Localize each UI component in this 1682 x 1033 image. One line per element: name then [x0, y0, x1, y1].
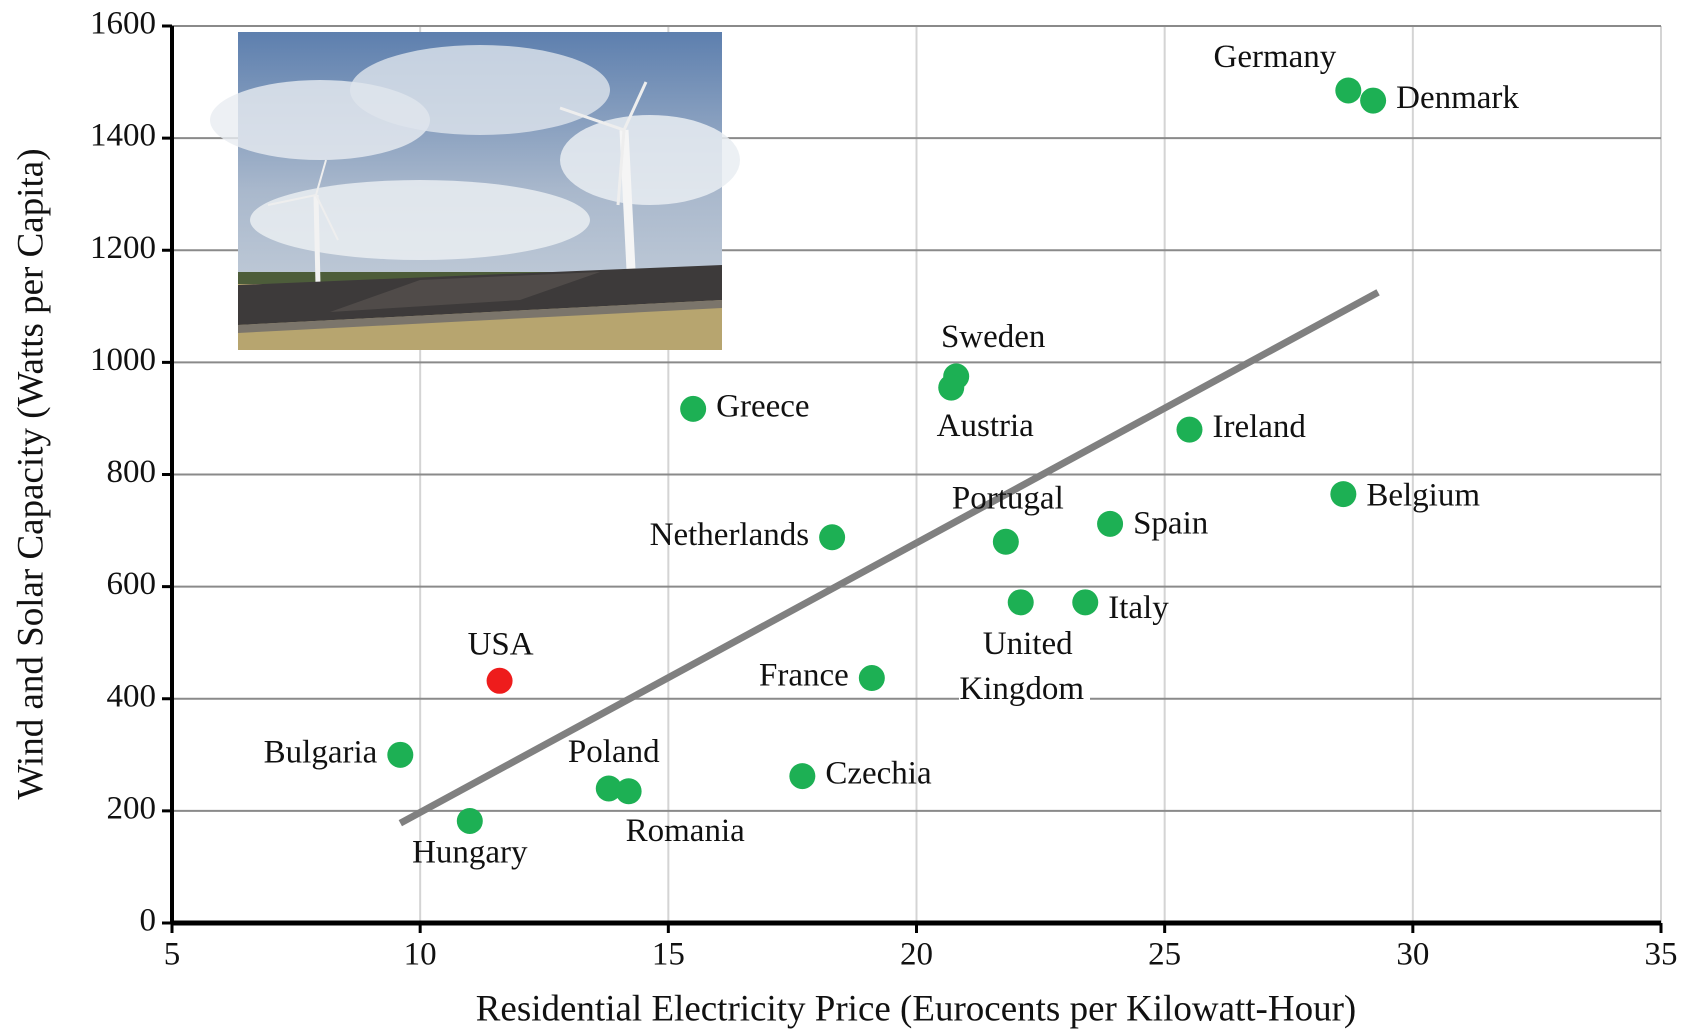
trend-line [398, 289, 1380, 827]
x-tick-label: 25 [1148, 937, 1181, 973]
point-label-box: United Kingdom [936, 622, 1114, 712]
point [819, 524, 846, 551]
y-axis-label: Wind and Solar Capacity (Watts per Capit… [10, 148, 51, 799]
point-label: Italy [1108, 590, 1169, 626]
point [595, 775, 622, 802]
y-tick-label: 1000 [90, 342, 156, 378]
x-tick-label: 30 [1396, 937, 1429, 973]
point [486, 667, 513, 694]
point-label: Portugal [952, 480, 1064, 516]
point [1072, 589, 1099, 616]
plot-layer: 5 10 15 20 25 30 35 0 200 400 600 800 1000 1200 1400 16… [90, 6, 1678, 973]
point-label: Austria [937, 408, 1035, 444]
inset-photo [210, 32, 740, 350]
point [858, 665, 885, 692]
point-label: Sweden [941, 319, 1045, 355]
point-label: Spain [1133, 505, 1208, 541]
point-label: Poland [568, 734, 660, 770]
point [456, 807, 483, 834]
x-tick-label: 15 [652, 937, 685, 973]
point [1330, 481, 1357, 508]
point [1097, 510, 1124, 537]
point-label: Romania [626, 813, 745, 849]
y-tick-label: 600 [107, 566, 157, 602]
point-label: Netherlands [650, 517, 809, 553]
point-label: Bulgaria [264, 734, 378, 770]
point-label: USA [468, 626, 534, 662]
point [992, 528, 1019, 555]
point [1360, 87, 1387, 114]
grid-layer [171, 25, 1662, 924]
point [789, 763, 816, 790]
y-tick-label: 1200 [90, 230, 156, 266]
y-tick-label: 400 [107, 678, 157, 714]
y-tick-label: 0 [140, 903, 157, 939]
point [1176, 416, 1203, 443]
x-axis-label: Residential Electricity Price (Eurocents… [476, 988, 1357, 1029]
y-tick-label: 1600 [90, 6, 156, 42]
point [1007, 589, 1034, 616]
y-tick-label: 1400 [90, 118, 156, 154]
point-label: Hungary [412, 835, 528, 871]
point-label: Greece [716, 388, 809, 424]
point-label: Czechia [825, 756, 932, 792]
y-tick-label: 200 [107, 790, 157, 826]
point [938, 374, 965, 401]
y-tick-label: 800 [107, 454, 157, 490]
point-label: Germany [1214, 39, 1337, 75]
point-label: Denmark [1396, 80, 1519, 116]
x-tick-label: 5 [164, 937, 181, 973]
point-label: France [759, 658, 849, 694]
point [1335, 77, 1362, 104]
point-label: United Kingdom [936, 622, 1114, 712]
x-tick-label: 35 [1645, 937, 1678, 973]
point-label: Belgium [1366, 478, 1480, 514]
point [680, 395, 707, 422]
point-label-text: United Kingdom [959, 626, 1091, 708]
point-label: Ireland [1212, 409, 1306, 445]
x-tick-label: 20 [900, 937, 933, 973]
point [387, 741, 414, 768]
x-tick-label: 10 [404, 937, 437, 973]
point [615, 778, 642, 805]
